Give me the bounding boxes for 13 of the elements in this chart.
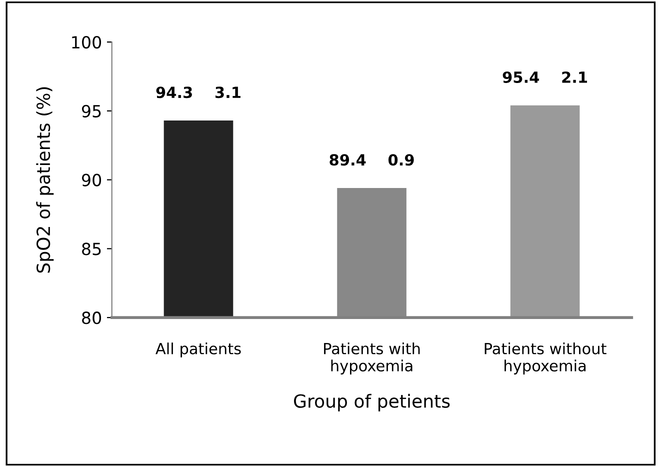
x-axis-title: Group of petients bbox=[294, 394, 450, 412]
y-axis-title: SpO2 of patients (%) bbox=[36, 87, 54, 273]
x-tick-label: Patients without hypoxemia bbox=[484, 342, 606, 374]
data-label: 95.4 2.1 bbox=[502, 71, 588, 83]
x-tick-label: All patients bbox=[156, 342, 241, 358]
y-tick-label: 100 bbox=[72, 36, 102, 49]
y-tick-label: 90 bbox=[82, 174, 102, 186]
data-label: 89.4 0.9 bbox=[330, 154, 414, 166]
x-tick-label: Patients with hypoxemia bbox=[324, 342, 420, 374]
y-tick-label: 85 bbox=[82, 242, 101, 256]
y-tick-label: 80 bbox=[82, 312, 102, 324]
y-tick-label: 95 bbox=[82, 104, 101, 118]
data-label: 94.3 3.1 bbox=[156, 86, 240, 98]
